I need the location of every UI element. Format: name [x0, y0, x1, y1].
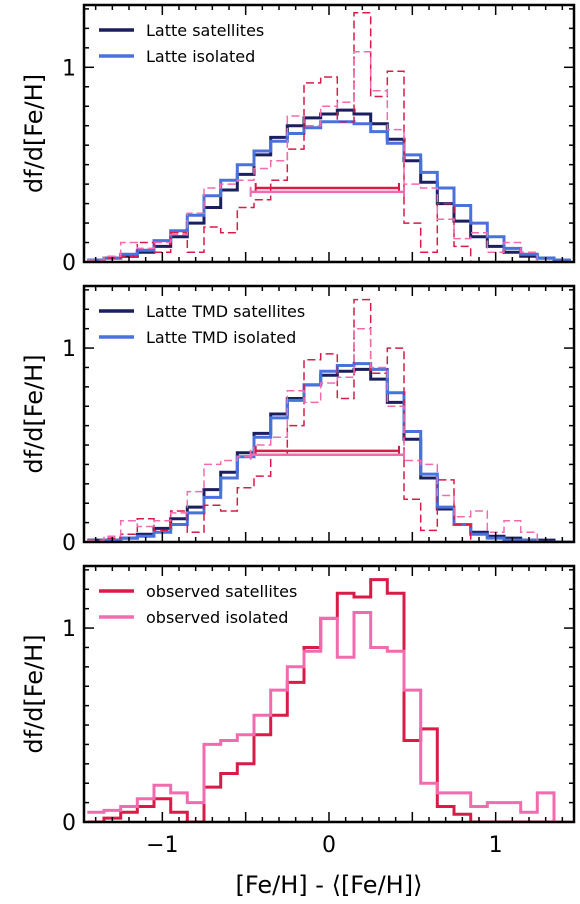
legend-entry: Latte TMD satellites — [99, 302, 305, 321]
legend-label: observed satellites — [146, 582, 297, 601]
legend-entry: Latte satellites — [99, 21, 264, 40]
panel-2: 0 1 df/d[Fe/H] observed satellites observed … — [20, 564, 576, 858]
y-axis-label: df/d[Fe/H] — [20, 354, 48, 473]
y-tick-label: 0 — [62, 251, 76, 276]
x-tick-label: 1 — [489, 833, 503, 858]
x-tick-label: 0 — [322, 833, 336, 858]
dashed-histogram-2-series — [87, 12, 571, 262]
y-tick-label: 0 — [62, 531, 76, 556]
x-axis-label: [Fe/H] - ⟨[Fe/H]⟩ — [236, 871, 423, 899]
panel-1: 0 1 df/d[Fe/H] Latte TMD satellites Latte TM… — [20, 284, 576, 556]
y-tick-label: 1 — [62, 56, 76, 81]
panel-0: 0 1 df/d[Fe/H] Latte satellites Latte isolat… — [20, 3, 576, 276]
legend-label: Latte isolated — [146, 47, 255, 66]
plot-area — [87, 12, 571, 262]
axes-frame — [82, 3, 576, 264]
latte-tmd-isolated-series — [87, 362, 571, 542]
y-axis-label: df/d[Fe/H] — [20, 634, 48, 753]
plot-area — [87, 578, 571, 822]
latte-tmd-satellites-series — [87, 367, 571, 542]
y-tick-label: 1 — [62, 617, 76, 642]
dashed-histogram-3-series — [87, 50, 571, 262]
legend-entry: Latte TMD isolated — [99, 328, 296, 347]
legend-label: Latte satellites — [146, 21, 264, 40]
dashed-histogram-3-series — [87, 327, 571, 542]
dashed-histogram-2-series — [87, 298, 571, 542]
legend-label: Latte TMD isolated — [146, 328, 296, 347]
legend-entry: Latte isolated — [99, 47, 255, 66]
observed-isolated-series — [87, 611, 571, 822]
legend-label: Latte TMD satellites — [146, 302, 305, 321]
interval-bar-1 — [249, 449, 405, 460]
axes-frame — [82, 284, 576, 544]
observed-satellites-series — [87, 578, 571, 822]
x-tick-label: −1 — [146, 833, 178, 858]
y-axis-label: df/d[Fe/H] — [20, 74, 48, 193]
axes-frame — [82, 564, 576, 824]
legend-label: observed isolated — [146, 608, 288, 627]
legend-entry: observed isolated — [99, 608, 288, 627]
legend-entry: observed satellites — [99, 582, 297, 601]
interval-bar-1 — [249, 186, 405, 197]
plot-area — [87, 298, 571, 542]
y-tick-label: 1 — [62, 337, 76, 362]
y-tick-label: 0 — [62, 811, 76, 836]
